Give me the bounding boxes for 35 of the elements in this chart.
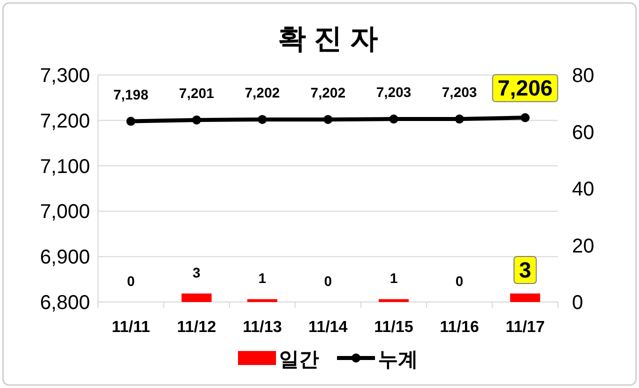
y-tick-label: 7,300	[40, 65, 90, 87]
x-tick-label: 11/11	[112, 319, 150, 336]
chart-title: 확 진 자	[278, 23, 378, 54]
data-label: 3	[192, 264, 201, 280]
y-tick-label: 7,000	[40, 201, 90, 224]
data-label: 7,203	[376, 84, 412, 100]
x-tick-label: 11/13	[242, 319, 282, 336]
y2-tick-label: 60	[572, 122, 594, 144]
y2-tick-label: 0	[572, 292, 584, 314]
data-label: 0	[456, 273, 464, 289]
data-label: 0	[324, 273, 332, 289]
y2-tick-label: 40	[572, 178, 594, 200]
y2-tick-label: 20	[572, 235, 594, 258]
x-tick-label: 11/15	[374, 319, 414, 336]
data-label: 0	[126, 273, 135, 289]
data-label: 1	[390, 270, 398, 286]
y-tick-label: 7,200	[40, 110, 90, 132]
data-label: 7,206	[498, 76, 553, 101]
data-label: 7,202	[244, 84, 280, 100]
data-label: 1	[258, 270, 266, 286]
data-label: 7,203	[442, 84, 478, 100]
x-tick-label: 11/17	[506, 319, 545, 336]
data-label: 7,201	[179, 84, 214, 101]
y2-tick-label: 80	[572, 65, 594, 87]
data-label: 3	[519, 257, 532, 282]
x-tick-label: 11/12	[176, 319, 216, 336]
x-tick-label: 11/14	[308, 319, 348, 336]
data-label: 7,198	[113, 86, 149, 102]
y-tick-label: 6,900	[40, 246, 90, 269]
legend-label: 누계	[378, 349, 418, 371]
y-tick-label: 7,100	[40, 156, 90, 178]
data-label: 7,202	[310, 84, 346, 100]
x-tick-label: 11/16	[440, 319, 480, 336]
legend-label: 일간	[279, 349, 319, 371]
y-tick-label: 6,800	[40, 292, 90, 314]
